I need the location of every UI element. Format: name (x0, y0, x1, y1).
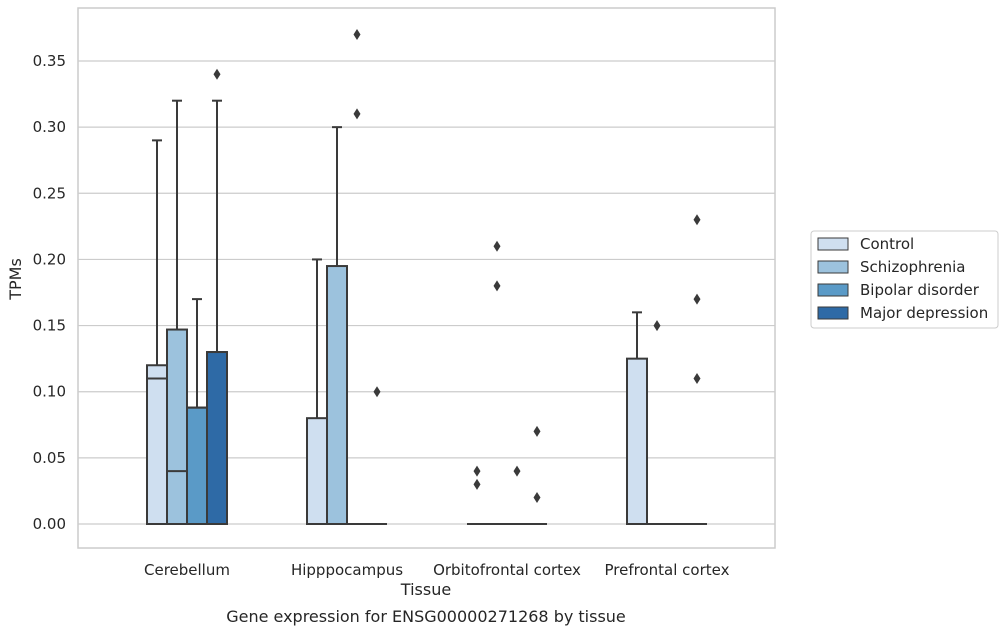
legend-label: Schizophrenia (860, 258, 965, 276)
x-tick-label: Cerebellum (144, 561, 230, 579)
outlier-point (493, 240, 501, 252)
outlier-point (693, 372, 701, 384)
y-tick-label: 0.05 (33, 449, 66, 467)
box-bipolar-disorder (186, 298, 208, 525)
legend: Control Schizophrenia Bipolar disorder Majo… (810, 230, 999, 329)
x-tick-labels: Cerebellum Hipppocampus Orbitofrontal cort… (144, 561, 730, 579)
box-major-depression (206, 68, 228, 525)
outlier-point (373, 386, 381, 398)
box-series (146, 29, 707, 526)
outlier-point (353, 29, 361, 41)
box-control (146, 139, 168, 525)
box-bipolar-disorder (347, 29, 367, 525)
legend-label: Major depression (860, 304, 988, 322)
x-tick-label: Prefrontal cortex (605, 561, 730, 579)
y-tick-labels: 0.00 0.05 0.10 0.15 0.20 0.25 0.30 0.35 (33, 52, 66, 533)
box-rect (166, 328, 188, 526)
box-rect (306, 417, 328, 525)
chart-caption: Gene expression for ENSG00000271268 by t… (226, 607, 626, 626)
outlier-point (213, 68, 221, 80)
box-rect (186, 406, 208, 525)
outlier-point (493, 280, 501, 292)
legend-swatch (817, 283, 849, 297)
outlier-point (653, 320, 661, 332)
x-tick-label: Hipppocampus (291, 561, 403, 579)
box-bipolar-disorder (507, 465, 527, 525)
outlier-point (533, 492, 541, 504)
y-tick-label: 0.25 (33, 184, 66, 202)
box-major-depression (527, 425, 547, 525)
box-rect (206, 351, 228, 525)
box-schizophrenia (166, 99, 188, 526)
box-control (306, 258, 328, 525)
y-tick-label: 0.30 (33, 118, 66, 136)
legend-frame (810, 230, 999, 329)
y-axis-label: TPMs (6, 258, 25, 301)
outlier-point (693, 293, 701, 305)
legend-label: Bipolar disorder (860, 281, 980, 299)
box-schizophrenia (647, 320, 667, 525)
box-rect (326, 265, 348, 525)
legend-swatch (817, 237, 849, 251)
box-schizophrenia (326, 126, 348, 525)
box-rect (626, 357, 648, 525)
y-tick-label: 0.10 (33, 383, 66, 401)
x-tick-label: Orbitofrontal cortex (433, 561, 581, 579)
outlier-point (533, 425, 541, 437)
outlier-point (473, 465, 481, 477)
box-major-depression (367, 386, 387, 525)
box-control (467, 465, 487, 525)
legend-swatch (817, 306, 849, 320)
plot-frame (77, 7, 776, 549)
outlier-point (513, 465, 521, 477)
box-major-depression (687, 214, 707, 525)
legend-label: Control (860, 235, 914, 253)
box-control (626, 311, 648, 525)
legend-swatch (817, 260, 849, 274)
outlier-point (693, 214, 701, 226)
y-tick-label: 0.35 (33, 52, 66, 70)
y-tick-label: 0.00 (33, 515, 66, 533)
outlier-point (473, 478, 481, 490)
y-tick-label: 0.20 (33, 250, 66, 268)
y-tick-label: 0.15 (33, 317, 66, 335)
outlier-point (353, 108, 361, 120)
x-axis-label: Tissue (400, 580, 451, 599)
box-schizophrenia (487, 240, 507, 525)
box-rect (146, 364, 168, 525)
